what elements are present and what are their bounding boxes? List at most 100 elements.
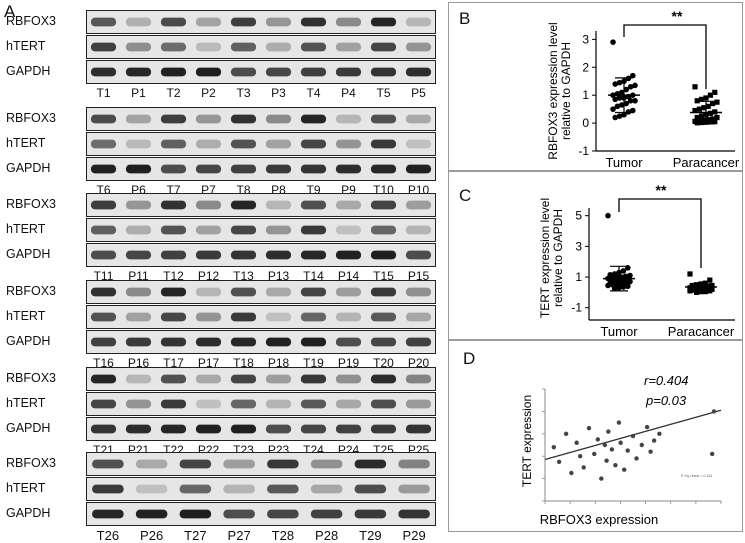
data-point [707, 92, 713, 98]
lane-label: P12 [197, 269, 220, 283]
data-point [694, 114, 700, 121]
blot-strip-rbfox3 [86, 280, 436, 304]
blot-band [335, 424, 362, 434]
panel-d: D TERT expression RBFOX3 expression r=0.… [448, 340, 743, 532]
blot-band [195, 114, 222, 124]
blot-strip-gapdh [86, 502, 436, 526]
lane-label: P18 [267, 356, 290, 370]
panel-b-ylabel-line1: RBFOX3 expression level [546, 22, 560, 159]
blot-row-label-gapdh: GAPDH [6, 421, 51, 435]
data-point [609, 447, 615, 452]
data-point [605, 212, 611, 219]
blot-band [370, 374, 397, 384]
data-point [692, 84, 698, 90]
blot-band [195, 399, 222, 409]
blot-band [223, 509, 255, 519]
blot-strip-htert [86, 305, 436, 329]
blot-row-label-htert: hTERT [6, 222, 46, 236]
blot-band [125, 399, 152, 409]
data-point [611, 285, 618, 292]
blot-band [300, 164, 327, 174]
data-point [612, 81, 618, 87]
blot-band [223, 459, 255, 469]
blot-band [195, 250, 222, 260]
data-point [644, 424, 650, 430]
blot-band [265, 42, 292, 52]
blot-band [300, 424, 327, 434]
data-point [687, 271, 693, 277]
blot-band [310, 459, 343, 469]
lane-label: T26 [96, 528, 120, 543]
data-point [595, 437, 600, 442]
blot-band [160, 164, 187, 174]
lane-label: P14 [337, 269, 360, 283]
y-tick-label: 0 [582, 116, 589, 130]
lane-label: T20 [373, 356, 394, 370]
data-point [623, 86, 629, 93]
blot-band [300, 67, 327, 77]
blot-band [230, 287, 257, 297]
data-point [702, 289, 708, 295]
blot-band [265, 200, 292, 210]
blot-band [300, 200, 327, 210]
blot-band [90, 312, 117, 322]
y-tick-label: 3 [582, 32, 589, 46]
lane-label: P4 [341, 86, 356, 100]
lane-label: T18 [233, 356, 254, 370]
blot-row-label-rbfox3: RBFOX3 [6, 371, 57, 385]
data-point [707, 110, 713, 116]
data-point [622, 467, 627, 472]
panel-c-significance: ** [656, 182, 667, 198]
blot-band [405, 164, 432, 174]
data-point [610, 39, 616, 45]
blot-strip-rbfox3 [86, 193, 436, 217]
blot-strip-rbfox3 [86, 107, 436, 131]
blot-band [125, 312, 152, 322]
panel-d-xlabel: RBFOX3 expression [540, 512, 659, 527]
data-point [699, 96, 705, 102]
lane-label: T28 [271, 528, 295, 543]
significance-bracket [618, 198, 702, 268]
data-point [625, 283, 631, 290]
blot-band [90, 17, 117, 27]
data-point [616, 79, 623, 86]
data-point [707, 119, 713, 125]
y-tick-label: -1 [571, 301, 582, 315]
blot-band [230, 337, 257, 347]
blot-band [405, 67, 432, 77]
blot-band [370, 287, 397, 297]
blot-strip-htert [86, 218, 436, 242]
data-point [701, 105, 707, 111]
blot-band [160, 424, 187, 434]
blot-band [160, 250, 187, 260]
panel-c-ylabel-line2: relative to GAPDH [551, 209, 565, 307]
blot-band [125, 164, 152, 174]
blot-strip-gapdh [86, 157, 436, 181]
blot-band [335, 250, 362, 260]
blot-band [265, 287, 292, 297]
data-point [602, 442, 608, 448]
blot-band [160, 225, 187, 235]
lane-label: T3 [236, 86, 251, 100]
blot-strip-gapdh [86, 243, 436, 267]
lane-label: P19 [337, 356, 360, 370]
blot-band [370, 424, 397, 434]
blot-row-label-gapdh: GAPDH [6, 64, 51, 78]
blot-band [405, 114, 432, 124]
data-point [574, 440, 579, 445]
blot-band [370, 337, 397, 347]
data-point [703, 95, 709, 101]
blot-band [90, 67, 117, 77]
blot-band [125, 250, 152, 260]
data-point [710, 451, 715, 457]
blot-band [300, 287, 327, 297]
lane-label: P13 [267, 269, 290, 283]
data-point [612, 114, 618, 121]
data-point [627, 84, 634, 90]
blot-band [265, 225, 292, 235]
blot-row-label-htert: hTERT [6, 309, 46, 323]
data-point [606, 429, 611, 434]
lane-label: P11 [128, 269, 149, 283]
blot-band [335, 225, 362, 235]
blot-band [230, 114, 257, 124]
